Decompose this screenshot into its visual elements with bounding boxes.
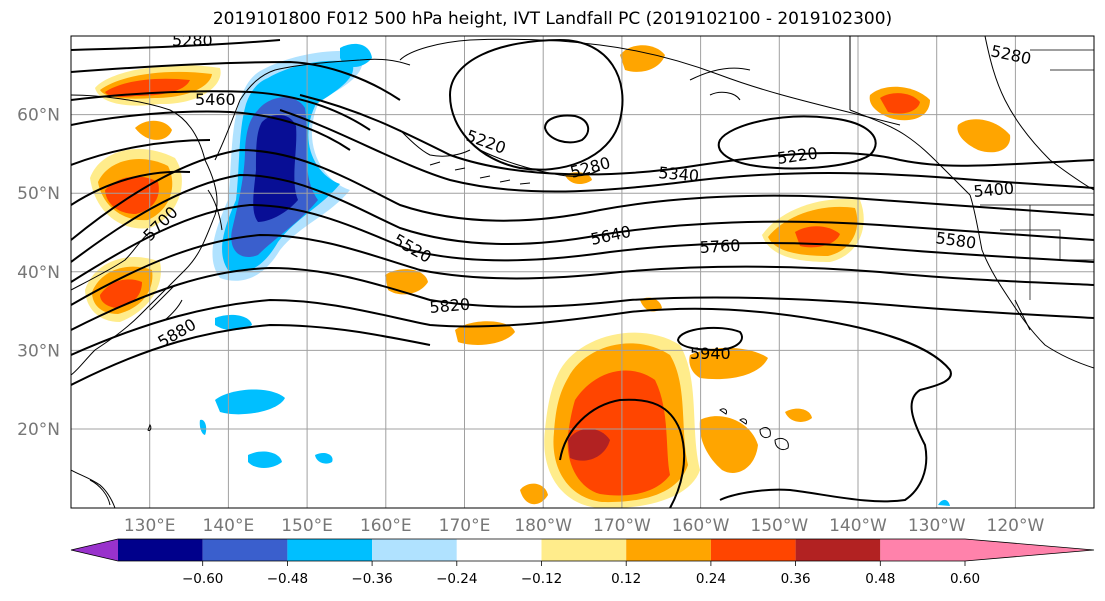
- ivt-positive-region: [620, 45, 665, 72]
- ivt-positive-region: [520, 483, 548, 505]
- colorbar-segment: [372, 539, 457, 561]
- latitude-label: 60°N: [17, 106, 60, 126]
- colorbar-segment: [880, 539, 965, 561]
- colorbar-segment: [287, 539, 373, 561]
- ivt-negative-region: [215, 389, 285, 415]
- colorbar-segment: [710, 539, 796, 561]
- contour-label: 5760: [699, 236, 741, 257]
- colorbar-segment: [541, 539, 627, 561]
- longitude-label: 140°E: [203, 516, 255, 536]
- ivt-negative-region: [253, 114, 298, 222]
- ivt-positive-region: [689, 347, 768, 380]
- colorbar-ticks: [202, 561, 966, 566]
- contour-label: 5940: [690, 344, 731, 363]
- ivt-positive-region: [385, 269, 428, 295]
- ivt-positive-region: [640, 297, 662, 312]
- longitude-label: 140°W: [829, 516, 887, 536]
- ivt-negative-region: [199, 419, 207, 435]
- colorbar-segment: [626, 539, 711, 561]
- contour-label: 5340: [658, 163, 700, 185]
- longitude-label: 130°W: [908, 516, 966, 536]
- ivt-positive-region: [785, 408, 812, 422]
- longitude-label: 170°E: [439, 516, 491, 536]
- colorbar-segment: [118, 539, 203, 561]
- ivt-negative-region: [215, 314, 252, 331]
- colorbar-tick-label: 0.48: [865, 571, 895, 587]
- colorbar-tick-label: 0.12: [611, 571, 641, 587]
- colorbar-segment: [795, 539, 881, 561]
- colorbar-tick-label: 0.24: [696, 571, 726, 587]
- longitude-label: 160°W: [672, 516, 730, 536]
- longitude-label: 130°E: [124, 516, 176, 536]
- longitude-label: 160°E: [360, 516, 412, 536]
- contour-label: 5820: [429, 295, 471, 317]
- map-frame: [70, 35, 1095, 509]
- longitude-label: 170°W: [593, 516, 651, 536]
- colorbar-under-arrow: [71, 539, 118, 561]
- longitude-label: 180°W: [514, 516, 572, 536]
- ivt-positive-region: [699, 416, 758, 473]
- ivt-negative-region: [315, 452, 333, 464]
- longitude-label: 150°E: [281, 516, 333, 536]
- map-title: 2019101800 F012 500 hPa height, IVT Land…: [212, 9, 893, 29]
- ivt-positive-region: [957, 119, 1011, 153]
- latitude-labels: 60°N 50°N 40°N 30°N 20°N: [17, 106, 60, 440]
- ivt-negative-region: [938, 499, 950, 506]
- latitude-label: 20°N: [17, 420, 60, 440]
- colorbar-tick-label: −0.24: [436, 571, 477, 587]
- latitude-label: 40°N: [17, 263, 60, 283]
- colorbar-segment: [202, 539, 288, 561]
- colorbar-segment: [456, 539, 542, 561]
- contour-labels: 5280 5460 5220 5280 5340 5220 5280 5400 …: [139, 31, 1033, 363]
- longitude-label: 120°W: [987, 516, 1045, 536]
- colorbar-over-arrow: [965, 539, 1094, 561]
- colorbar: −0.60 −0.48 −0.36 −0.24 −0.12 0.12 0.24 …: [70, 538, 1095, 587]
- contour-label: 5460: [195, 90, 236, 109]
- ivt-positive-region: [880, 93, 920, 114]
- contour-label: 5400: [973, 179, 1015, 201]
- latitude-label: 30°N: [17, 341, 60, 361]
- colorbar-tick-label: −0.60: [182, 571, 223, 587]
- longitude-labels: 130°E 140°E 150°E 160°E 170°E 180°W 170°…: [124, 516, 1045, 536]
- colorbar-outline: [70, 538, 1095, 562]
- ivt-positive-region: [568, 428, 610, 461]
- colorbar-tick-label: −0.12: [521, 571, 562, 587]
- latitude-label: 50°N: [17, 184, 60, 204]
- colorbar-tick-label: 0.36: [781, 571, 811, 587]
- longitude-label: 150°W: [750, 516, 808, 536]
- height-contours: [71, 38, 1094, 508]
- colorbar-tick-label: −0.36: [351, 571, 392, 587]
- ivt-negative-region: [248, 451, 282, 468]
- colorbar-tick-label: −0.48: [267, 571, 308, 587]
- ivt-positive-region: [795, 226, 840, 248]
- colorbar-tick-label: 0.60: [950, 571, 980, 587]
- contour-label: 5280: [172, 31, 213, 50]
- ivt-positive-region: [135, 120, 172, 140]
